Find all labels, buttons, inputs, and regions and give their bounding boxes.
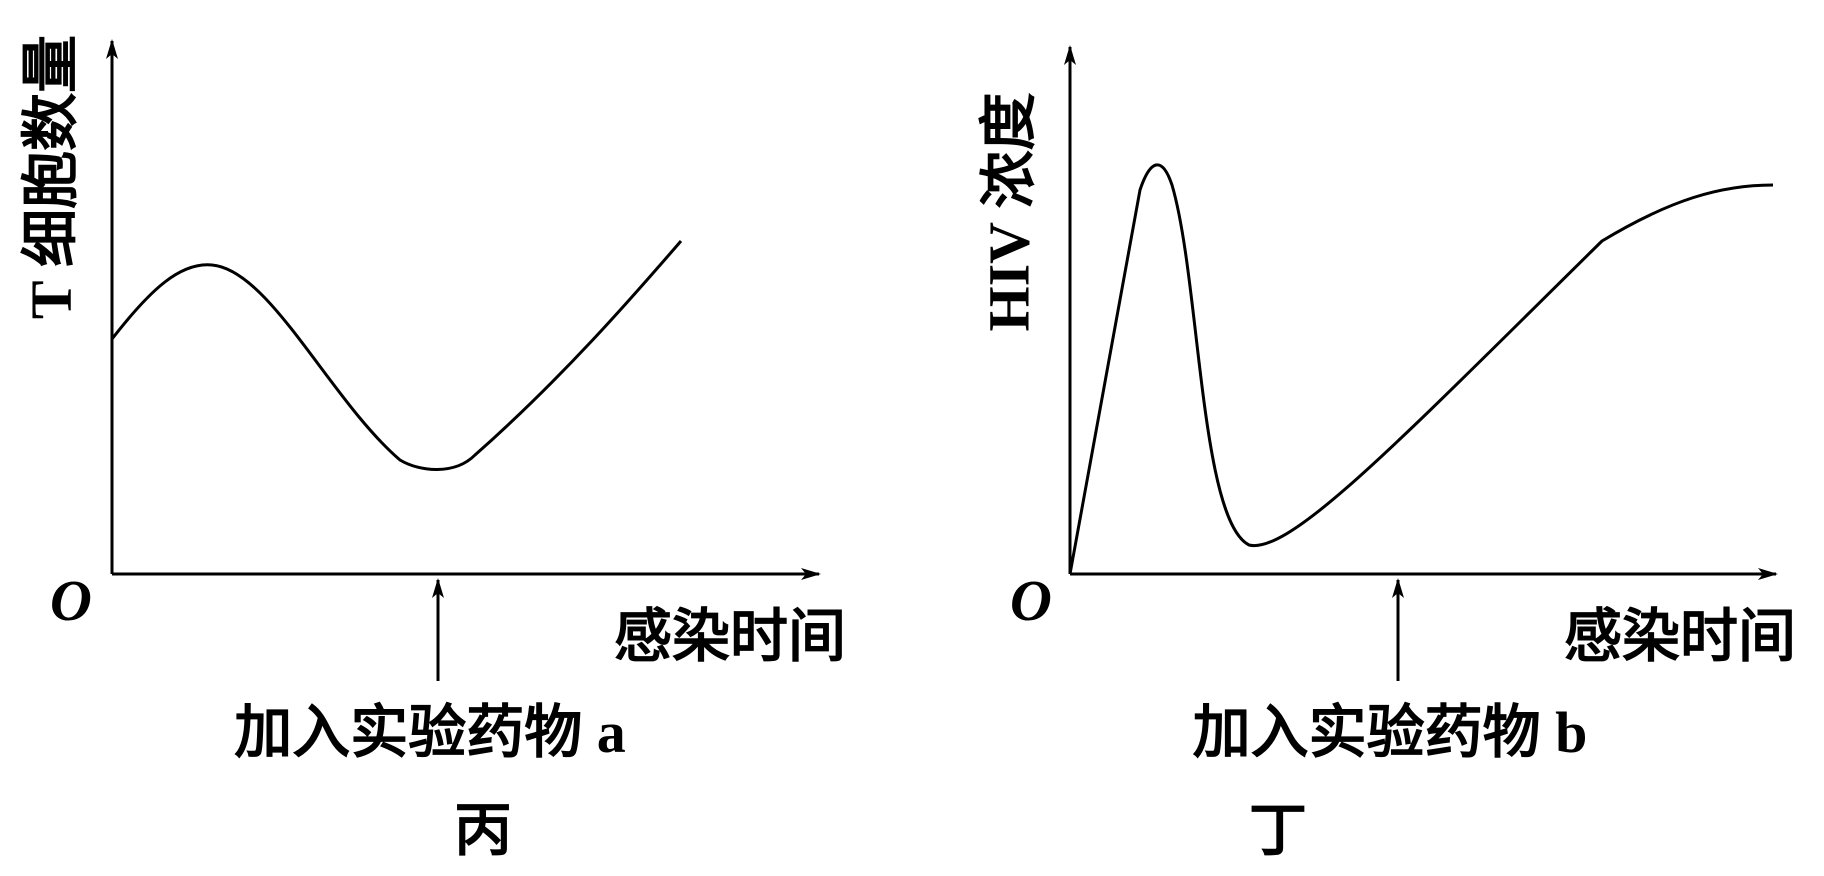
panel-left: T 细胞数量 O 感染时间 加入实验药物 a 丙 (18, 35, 846, 863)
origin-label: O (1010, 568, 1052, 633)
y-axis-label: HIV 浓度 (976, 92, 1041, 331)
t-cell-curve (110, 240, 683, 471)
y-axis-label: T 细胞数量 (18, 35, 83, 319)
annotation: 加入实验药物 b (1193, 700, 1588, 765)
caption: 丁 (1249, 798, 1307, 863)
hiv-curve (1068, 163, 1774, 575)
x-axis-label: 感染时间 (1564, 604, 1796, 669)
annotation: 加入实验药物 a (234, 700, 626, 765)
panel-right: HIV 浓度 O 感染时间 加入实验药物 b 丁 (976, 45, 1796, 863)
caption: 丙 (454, 798, 512, 863)
x-axis-label: 感染时间 (614, 604, 846, 669)
origin-label: O (50, 568, 92, 633)
